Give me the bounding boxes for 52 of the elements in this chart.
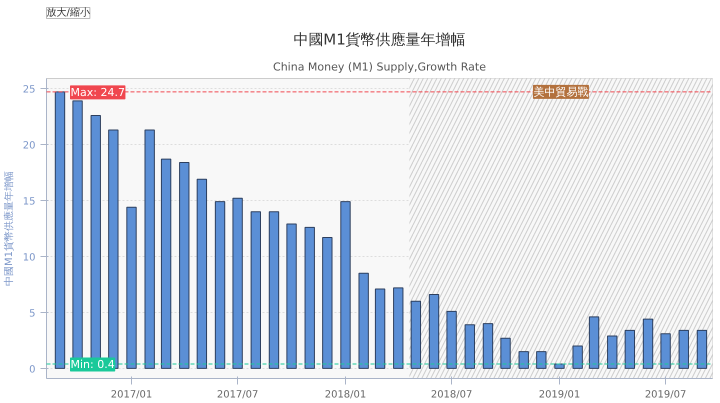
bar bbox=[500, 338, 511, 369]
x-tick-label: 2018/07 bbox=[430, 390, 472, 400]
y-tick-label: 25 bbox=[22, 84, 36, 96]
bar bbox=[214, 201, 226, 369]
chart-title: 中國M1貨幣供應量年增幅 bbox=[293, 30, 466, 48]
bar bbox=[446, 310, 457, 369]
bar bbox=[340, 201, 351, 369]
y-tick-label: 20 bbox=[22, 140, 36, 152]
y-tick-label: 0 bbox=[29, 364, 36, 376]
x-tick-label: 2017/01 bbox=[110, 390, 152, 400]
bar bbox=[179, 162, 190, 369]
bar bbox=[304, 226, 315, 369]
bar bbox=[660, 333, 671, 369]
bar bbox=[518, 351, 529, 369]
bar bbox=[678, 330, 689, 369]
bar bbox=[642, 318, 654, 369]
bar bbox=[607, 335, 618, 369]
bar bbox=[144, 129, 155, 369]
bar bbox=[482, 323, 494, 369]
y-axis-title: 中國M1貨幣供應量年增幅 bbox=[2, 170, 15, 286]
bar bbox=[536, 351, 546, 369]
bar bbox=[410, 300, 422, 369]
x-tick-label: 2018/01 bbox=[324, 390, 366, 400]
bar bbox=[232, 198, 243, 369]
bar bbox=[374, 288, 386, 369]
bar bbox=[286, 224, 297, 369]
bar bbox=[464, 324, 475, 369]
bar bbox=[322, 236, 333, 369]
bar bbox=[588, 316, 600, 369]
ref-line-label: Max: 24.7 bbox=[70, 86, 125, 99]
x-tick-label: 2019/07 bbox=[644, 390, 686, 400]
y-tick-label: 15 bbox=[22, 196, 36, 208]
bar bbox=[54, 91, 66, 369]
ref-line-label: Min: 0.4 bbox=[70, 358, 115, 371]
x-tick-label: 2019/01 bbox=[538, 390, 580, 400]
bar bbox=[572, 346, 583, 369]
y-tick-label: 10 bbox=[22, 252, 36, 264]
band-label: 美中貿易戰 bbox=[533, 85, 588, 98]
bar bbox=[196, 178, 208, 369]
x-tick-label: 2017/07 bbox=[216, 390, 258, 400]
bar bbox=[428, 294, 440, 369]
bar bbox=[268, 211, 280, 369]
chart-subtitle: China Money (M1) Supply,Growth Rate bbox=[273, 60, 486, 74]
y-tick-label: 5 bbox=[29, 308, 36, 320]
bar bbox=[696, 330, 708, 369]
bar bbox=[160, 158, 172, 369]
text: 放大/縮小 bbox=[46, 6, 90, 18]
bar bbox=[624, 330, 636, 369]
bar bbox=[393, 287, 404, 369]
bar bbox=[126, 206, 137, 369]
bar bbox=[250, 211, 261, 369]
bar bbox=[358, 272, 369, 369]
